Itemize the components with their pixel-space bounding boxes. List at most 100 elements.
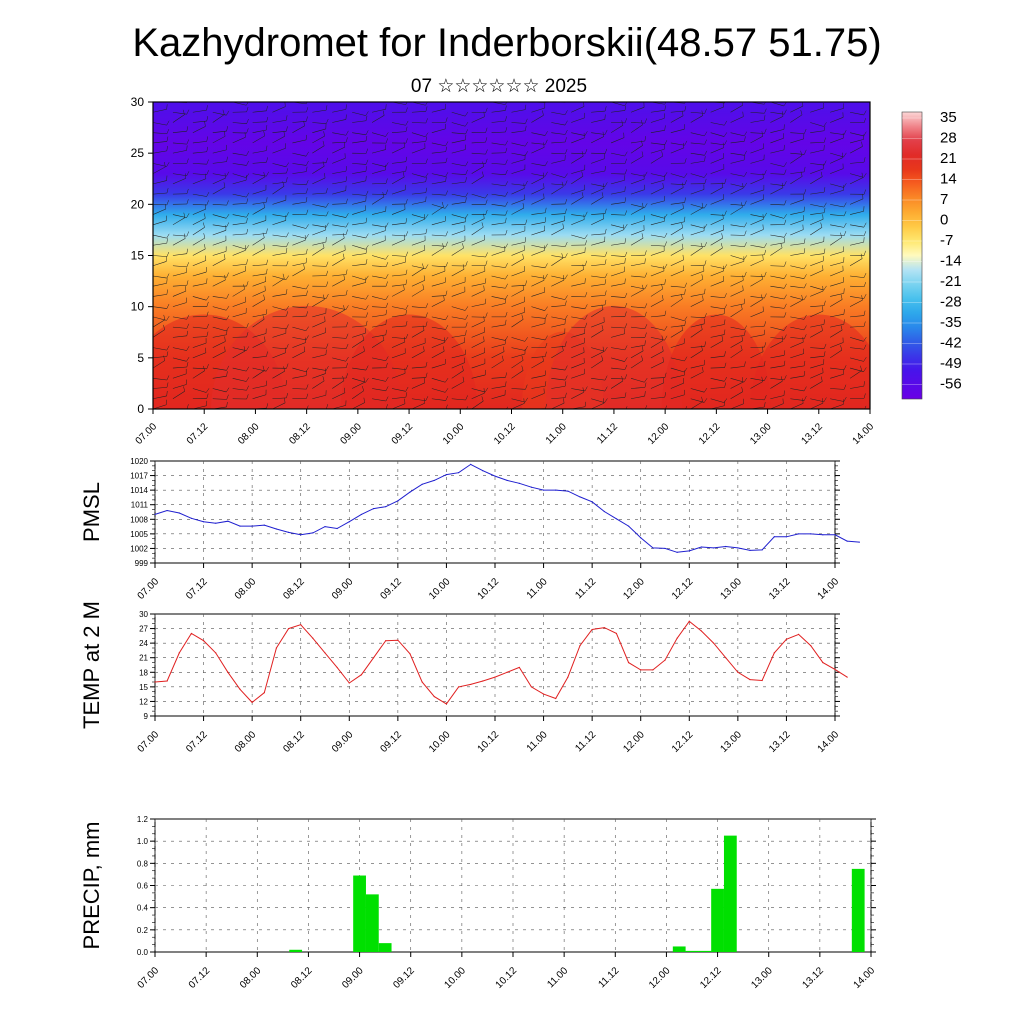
panel-x-tick-label: 11.12 <box>596 965 621 990</box>
series-point <box>349 682 350 683</box>
heatmap-y-tick-label: 0 <box>137 402 144 416</box>
wind-barb-flag <box>603 91 604 96</box>
series-point <box>446 703 447 704</box>
heatmap-x-tick-label: 07.00 <box>134 421 160 447</box>
series-point <box>215 523 216 524</box>
wind-barb <box>870 397 884 399</box>
series-point <box>628 662 629 663</box>
panel-x-tick-label: 11.00 <box>525 576 550 601</box>
panel-y-label: PMSL <box>79 482 104 542</box>
heatmap-y-tick-label: 5 <box>137 351 144 365</box>
heatmap-x-tick-label: 08.12 <box>287 421 313 447</box>
panel-x-tick-label: 14.00 <box>816 576 842 602</box>
series-point <box>324 652 325 653</box>
wind-barb-flag <box>645 95 646 100</box>
series-point <box>616 633 617 634</box>
heatmap-x-tick-label: 09.12 <box>390 421 416 447</box>
panel-x-tick-label: 09.12 <box>391 965 417 991</box>
heatmap-y-tick-label: 10 <box>131 300 145 314</box>
wind-barb <box>870 179 883 184</box>
panel-y-tick-label: 1.0 <box>137 837 149 846</box>
series-point <box>252 525 253 526</box>
wind-barb <box>870 235 884 237</box>
wind-barb <box>870 330 882 338</box>
series-point <box>652 669 653 670</box>
wind-barb <box>870 194 884 197</box>
series-point <box>191 633 192 634</box>
panel-x-tick-label: 10.12 <box>494 965 520 991</box>
series-point <box>543 490 544 491</box>
panel-x-tick-label: 13.12 <box>801 965 827 991</box>
panel-x-tick-label: 12.00 <box>647 965 673 991</box>
panel-x-tick-label: 08.12 <box>281 576 307 602</box>
panel-y-tick-label: 1008 <box>130 515 148 524</box>
panel-x-tick-label: 10.12 <box>476 729 502 755</box>
panel-x-tick-label: 07.00 <box>136 576 162 602</box>
colorbar-label: -49 <box>940 355 962 372</box>
wind-barb-flag <box>844 97 845 102</box>
panel-y-tick-label: 1014 <box>130 486 148 495</box>
wind-barb <box>810 95 822 102</box>
wind-barb <box>870 353 883 358</box>
panel-x-tick-label: 10.00 <box>427 576 453 602</box>
panel-x-tick-label: 12.00 <box>621 729 647 755</box>
wind-barb <box>273 97 286 102</box>
wind-barb <box>870 242 884 245</box>
series-point <box>531 487 532 488</box>
series-point <box>531 686 532 687</box>
heatmap-x-tick-label: 10.00 <box>441 421 467 447</box>
precip-bar <box>353 876 366 952</box>
wind-barb-flag <box>883 388 886 392</box>
series-point <box>154 681 155 682</box>
panel-x-tick-label: 11.12 <box>573 576 598 601</box>
wind-barb-flag <box>167 95 168 100</box>
wind-barb-flag <box>862 91 863 96</box>
series-point <box>227 521 228 522</box>
colorbar-label: -56 <box>940 376 962 393</box>
series-point <box>834 669 835 670</box>
wind-barb-flag <box>346 97 348 102</box>
series-point <box>519 483 520 484</box>
wind-barb-flag <box>366 94 367 99</box>
wind-barb <box>870 389 883 393</box>
series-point <box>300 534 301 535</box>
panel-x-tick-label: 07.12 <box>184 729 210 755</box>
panel-y-tick-label: 21 <box>139 654 148 663</box>
colorbar-label: -7 <box>940 232 953 249</box>
wind-barb-flag <box>881 356 882 361</box>
precip-bar <box>366 894 379 952</box>
series-point <box>677 638 678 639</box>
series-point <box>385 640 386 641</box>
series-point <box>822 534 823 535</box>
wind-barb <box>870 149 883 153</box>
series-point <box>373 508 374 509</box>
series-point <box>482 680 483 681</box>
panel-y-tick-label: 1005 <box>130 530 148 539</box>
series-point <box>385 506 386 507</box>
panel-x-tick-label: 10.00 <box>427 729 453 755</box>
series-point <box>543 694 544 695</box>
wind-barb-flag <box>884 106 885 111</box>
series-point <box>252 702 253 703</box>
panel-y-tick-label: 1011 <box>131 501 149 510</box>
wind-barb-flag <box>880 212 881 217</box>
panel-x-tick-label: 11.12 <box>573 729 598 754</box>
wind-barb <box>870 403 883 409</box>
panel-y-tick-label: 1.2 <box>137 815 149 824</box>
wind-barb <box>870 256 884 258</box>
heatmap-y-tick-label: 20 <box>131 197 145 211</box>
panel-y-tick-label: 12 <box>139 697 148 706</box>
heatmap-x-tick-label: 08.00 <box>236 421 262 447</box>
wind-barb <box>870 111 884 112</box>
heatmap-x-tick-label: 12.00 <box>646 421 672 447</box>
series-point <box>397 500 398 501</box>
precip-bar <box>724 836 737 952</box>
series-point <box>458 686 459 687</box>
heatmap-x-tick-label: 07.12 <box>185 421 211 447</box>
wind-barb <box>870 340 882 348</box>
